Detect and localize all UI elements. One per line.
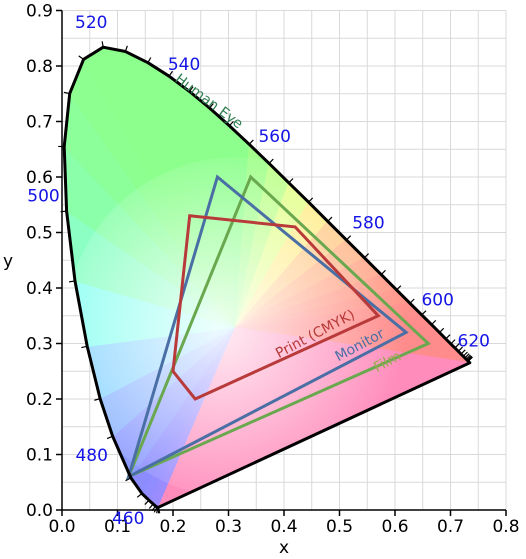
wavelength-label: 580 xyxy=(352,214,384,234)
locus-tick xyxy=(327,216,333,222)
x-tick-label: 0.4 xyxy=(270,517,297,537)
locus-tick xyxy=(78,55,84,60)
locus-tick xyxy=(467,356,473,362)
x-tick-label: 0.1 xyxy=(104,517,131,537)
wavelength-label: 620 xyxy=(458,331,490,351)
locus-tick xyxy=(363,253,370,259)
locus-tick xyxy=(467,356,473,362)
locus-tick xyxy=(464,353,470,359)
locus-tick xyxy=(248,139,254,145)
locus-tick xyxy=(409,298,415,304)
locus-tick xyxy=(380,269,386,275)
locus-tick xyxy=(209,103,214,109)
locus-tick xyxy=(462,351,468,357)
locus-tick xyxy=(396,285,402,291)
locus-tick xyxy=(454,343,460,349)
locus-tick xyxy=(106,435,113,440)
locus-tick xyxy=(308,197,314,203)
y-tick-label: 0.8 xyxy=(26,57,53,77)
wavelength-label: 540 xyxy=(168,55,200,75)
series-film xyxy=(125,174,431,480)
x-tick-label: 0.6 xyxy=(381,517,408,537)
x-axis-label: x xyxy=(279,538,289,558)
y-tick-label: 0.7 xyxy=(26,113,53,133)
locus-tick xyxy=(125,477,132,482)
locus-tick xyxy=(421,310,427,316)
locus-tick xyxy=(101,41,104,48)
spectral-locus-line xyxy=(62,45,472,509)
locus-tick xyxy=(460,349,466,355)
y-tick-label: 0.1 xyxy=(26,446,53,466)
y-tick-label: 0.2 xyxy=(26,390,53,410)
locus-tick xyxy=(69,280,76,283)
locus-tick xyxy=(124,45,128,52)
locus-tick xyxy=(465,354,471,360)
locus-tick xyxy=(288,178,294,184)
locus-tick xyxy=(431,319,437,326)
x-tick-label: 0.7 xyxy=(437,517,464,537)
locus-tick xyxy=(466,355,472,361)
y-axis-label: y xyxy=(3,251,13,271)
locus-tick xyxy=(346,235,352,241)
locus-tick xyxy=(147,57,152,64)
locus-tick xyxy=(63,91,70,95)
wavelength-label: 560 xyxy=(258,127,290,147)
locus-tick xyxy=(439,327,445,333)
locus-tick xyxy=(168,70,173,77)
locus-tick xyxy=(457,346,463,352)
locus-tick xyxy=(450,339,456,345)
y-tick-label: 0.3 xyxy=(26,335,53,355)
y-tick-label: 0.6 xyxy=(26,168,53,188)
axes: 0.0 0.1 0.2 0.3 0.4 0.5 0.6 0.7 0.8 0.0 0.1 0.2 0.3 0… xyxy=(3,2,520,559)
locus-tick xyxy=(81,345,88,349)
locus-tick xyxy=(144,499,150,505)
gamut-color-fill xyxy=(64,47,470,508)
y-tick-label: 0.5 xyxy=(26,224,53,244)
wavelength-label: 480 xyxy=(75,446,107,466)
x-tick-label: 0.8 xyxy=(492,517,519,537)
x-tick-label: 0.3 xyxy=(215,517,242,537)
wavelength-label: 500 xyxy=(27,186,59,206)
x-tick-label: 0.0 xyxy=(48,517,75,537)
y-tick-label: 0.4 xyxy=(26,279,53,299)
wavelength-label: 460 xyxy=(112,509,144,529)
wavelength-label: 600 xyxy=(421,290,453,310)
locus-tick xyxy=(445,334,451,340)
locus-tick xyxy=(148,503,154,509)
y-tick-label: 0.0 xyxy=(26,501,53,521)
series-print-cmyk xyxy=(171,214,381,401)
y-tick-label: 0.9 xyxy=(26,2,53,22)
x-tick-label: 0.5 xyxy=(326,517,353,537)
wavelength-label: 520 xyxy=(75,13,107,33)
locus-tick xyxy=(136,493,143,498)
series-monitor xyxy=(126,174,409,480)
locus-tick xyxy=(228,120,234,127)
locus-tick xyxy=(188,86,194,92)
x-tick-label: 0.2 xyxy=(159,517,186,537)
locus-tick xyxy=(94,398,101,401)
locus-tick xyxy=(268,158,274,164)
